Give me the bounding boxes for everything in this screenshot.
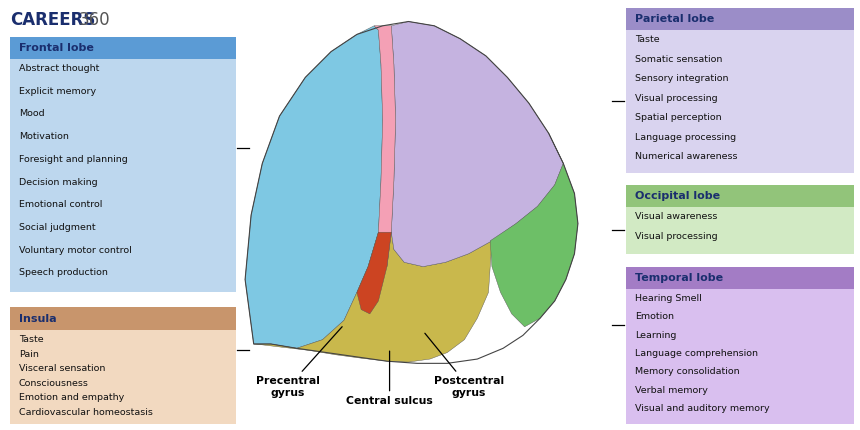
Text: Precentral
gyrus: Precentral gyrus	[256, 327, 342, 398]
Text: Visual and auditory memory: Visual and auditory memory	[635, 404, 770, 413]
Text: Pain: Pain	[19, 350, 39, 359]
Polygon shape	[490, 133, 578, 327]
Text: Language processing: Language processing	[635, 133, 736, 142]
Text: Verbal memory: Verbal memory	[635, 386, 708, 395]
Text: Emotion: Emotion	[635, 313, 673, 322]
Text: Social judgment: Social judgment	[19, 223, 95, 232]
Text: Voluntary motor control: Voluntary motor control	[19, 246, 132, 255]
Text: Foresight and planning: Foresight and planning	[19, 155, 127, 164]
Text: 360: 360	[79, 11, 111, 29]
FancyBboxPatch shape	[10, 307, 236, 330]
Text: Emotional control: Emotional control	[19, 200, 102, 209]
Polygon shape	[391, 22, 563, 267]
Text: Visual processing: Visual processing	[635, 232, 717, 241]
Text: Visual awareness: Visual awareness	[635, 212, 717, 221]
FancyBboxPatch shape	[626, 185, 854, 207]
FancyBboxPatch shape	[626, 267, 854, 289]
Text: Taste: Taste	[19, 335, 44, 344]
FancyBboxPatch shape	[626, 207, 854, 254]
Text: Somatic sensation: Somatic sensation	[635, 55, 722, 64]
Text: Temporal lobe: Temporal lobe	[635, 273, 722, 283]
FancyBboxPatch shape	[10, 59, 236, 292]
Polygon shape	[245, 26, 383, 348]
Text: Sensory integration: Sensory integration	[635, 74, 728, 83]
FancyBboxPatch shape	[626, 8, 854, 30]
Polygon shape	[357, 232, 391, 314]
Text: CAREERS: CAREERS	[10, 11, 95, 29]
Text: Cardiovascular homeostasis: Cardiovascular homeostasis	[19, 408, 153, 417]
Text: Hearing Smell: Hearing Smell	[635, 294, 702, 303]
Text: Memory consolidation: Memory consolidation	[635, 367, 740, 376]
Text: Abstract thought: Abstract thought	[19, 64, 99, 73]
Text: Taste: Taste	[635, 35, 660, 44]
Text: Parietal lobe: Parietal lobe	[635, 14, 714, 24]
Text: Motivation: Motivation	[19, 132, 69, 141]
Text: Speech production: Speech production	[19, 268, 108, 277]
Text: Emotion and empathy: Emotion and empathy	[19, 393, 124, 402]
Text: Postcentral
gyrus: Postcentral gyrus	[425, 333, 504, 398]
FancyBboxPatch shape	[626, 289, 854, 424]
FancyBboxPatch shape	[626, 30, 854, 173]
FancyBboxPatch shape	[10, 37, 236, 59]
Text: Explicit memory: Explicit memory	[19, 87, 96, 96]
Text: Visual processing: Visual processing	[635, 94, 717, 103]
Polygon shape	[374, 26, 396, 267]
Text: Visceral sensation: Visceral sensation	[19, 364, 105, 373]
Text: Insula: Insula	[19, 313, 57, 324]
Text: Central sulcus: Central sulcus	[347, 351, 433, 406]
Text: Frontal lobe: Frontal lobe	[19, 43, 94, 53]
Polygon shape	[254, 232, 492, 362]
Text: Occipital lobe: Occipital lobe	[635, 191, 720, 201]
Text: Numerical awareness: Numerical awareness	[635, 153, 737, 162]
FancyBboxPatch shape	[10, 330, 236, 424]
Text: Mood: Mood	[19, 110, 45, 119]
Text: Consciousness: Consciousness	[19, 378, 89, 387]
Text: Spatial perception: Spatial perception	[635, 114, 722, 123]
Text: Learning: Learning	[635, 331, 676, 340]
Text: Language comprehension: Language comprehension	[635, 349, 758, 358]
Text: Decision making: Decision making	[19, 178, 97, 187]
